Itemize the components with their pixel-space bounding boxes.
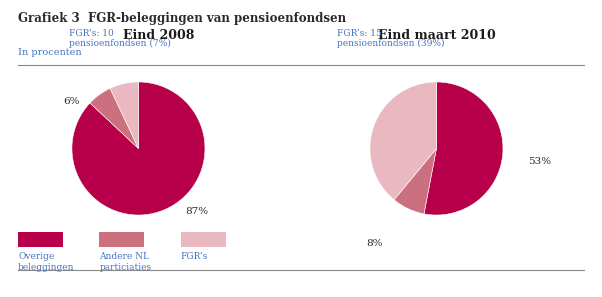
Wedge shape	[394, 148, 436, 214]
Text: 8%: 8%	[367, 239, 383, 248]
Wedge shape	[110, 82, 138, 148]
Text: FGR’s: FGR’s	[181, 252, 208, 261]
Text: FGR’s: 15
pensioenfondsen (39%): FGR’s: 15 pensioenfondsen (39%)	[337, 29, 444, 48]
Wedge shape	[370, 82, 436, 200]
Text: In procenten: In procenten	[18, 48, 82, 56]
Wedge shape	[424, 82, 503, 215]
Text: 53%: 53%	[528, 157, 551, 166]
Text: FGR’s: 10
pensioenfondsen (7%): FGR’s: 10 pensioenfondsen (7%)	[69, 29, 170, 48]
Text: Overige
beleggingen: Overige beleggingen	[18, 252, 75, 272]
Text: 87%: 87%	[185, 207, 208, 216]
Text: Andere NL
particiaties: Andere NL particiaties	[99, 252, 152, 272]
Text: Grafiek 3  FGR-beleggingen van pensioenfondsen: Grafiek 3 FGR-beleggingen van pensioenfo…	[18, 12, 346, 25]
Wedge shape	[90, 88, 138, 148]
Text: Eind maart 2010: Eind maart 2010	[377, 29, 495, 42]
Wedge shape	[72, 82, 205, 215]
Text: Eind 2008: Eind 2008	[123, 29, 194, 42]
Text: 6%: 6%	[64, 97, 80, 106]
